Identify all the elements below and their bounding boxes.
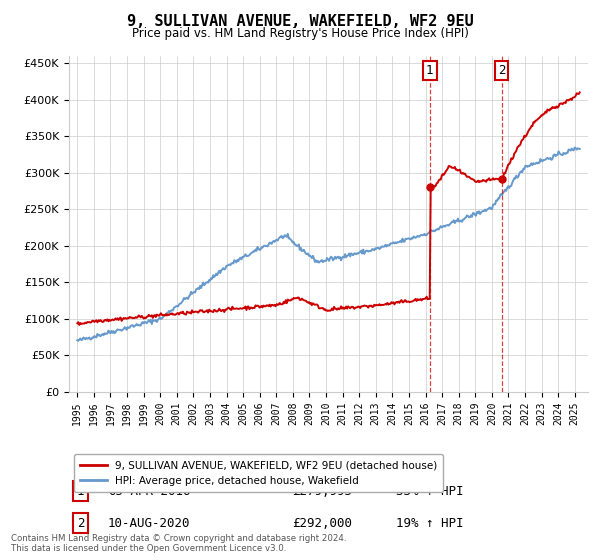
Text: 2: 2 bbox=[498, 64, 505, 77]
Text: £292,000: £292,000 bbox=[292, 516, 352, 530]
Text: 10-AUG-2020: 10-AUG-2020 bbox=[108, 516, 190, 530]
Legend: 9, SULLIVAN AVENUE, WAKEFIELD, WF2 9EU (detached house), HPI: Average price, det: 9, SULLIVAN AVENUE, WAKEFIELD, WF2 9EU (… bbox=[74, 454, 443, 492]
Text: 9, SULLIVAN AVENUE, WAKEFIELD, WF2 9EU: 9, SULLIVAN AVENUE, WAKEFIELD, WF2 9EU bbox=[127, 14, 473, 29]
Text: 19% ↑ HPI: 19% ↑ HPI bbox=[396, 516, 463, 530]
Text: 1: 1 bbox=[77, 484, 84, 498]
Text: £279,995: £279,995 bbox=[292, 484, 352, 498]
Text: Price paid vs. HM Land Registry's House Price Index (HPI): Price paid vs. HM Land Registry's House … bbox=[131, 27, 469, 40]
Text: 1: 1 bbox=[426, 64, 433, 77]
Text: Contains HM Land Registry data © Crown copyright and database right 2024.
This d: Contains HM Land Registry data © Crown c… bbox=[11, 534, 346, 553]
Text: 05-APR-2016: 05-APR-2016 bbox=[108, 484, 190, 498]
Text: 33% ↑ HPI: 33% ↑ HPI bbox=[396, 484, 463, 498]
Text: 2: 2 bbox=[77, 516, 84, 530]
